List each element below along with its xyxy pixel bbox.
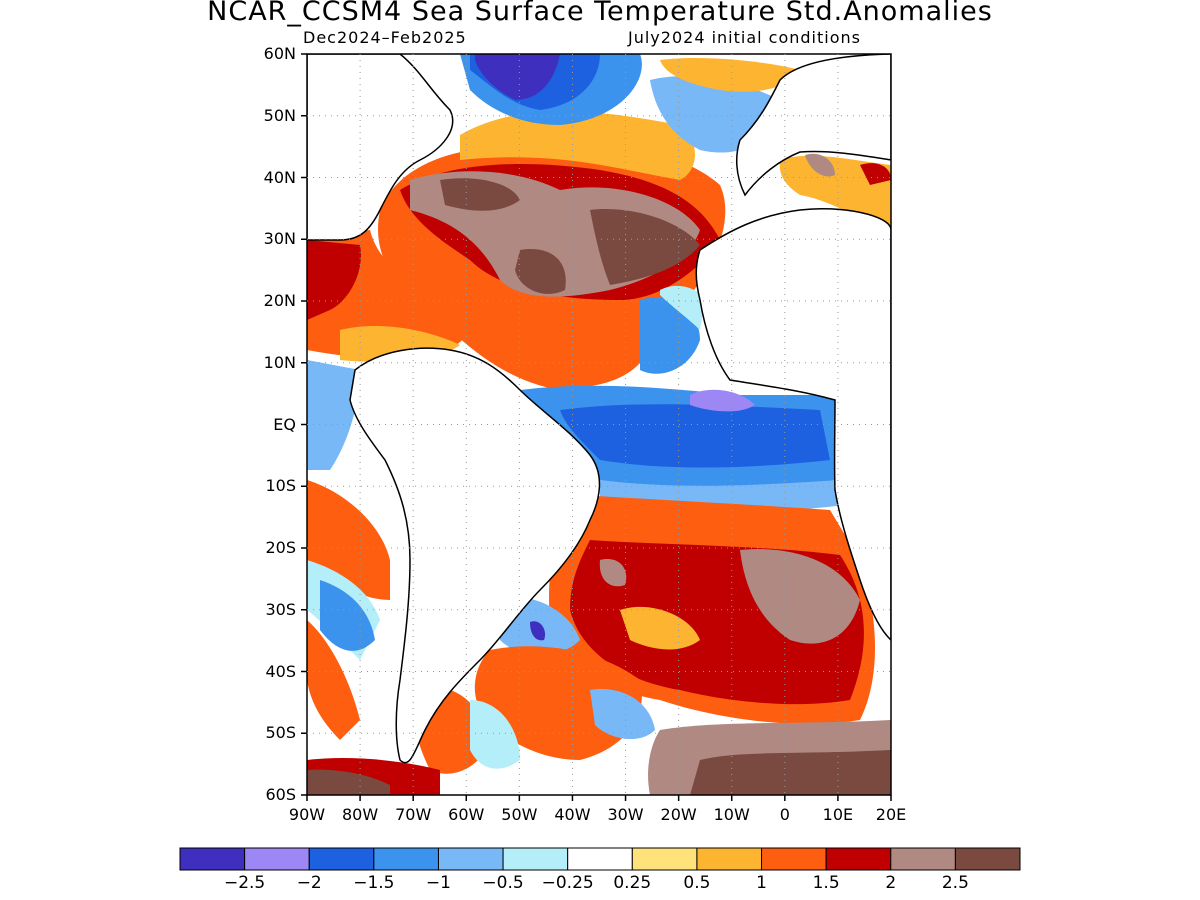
- colorbar-tick-label: −1: [425, 873, 451, 893]
- lon-tick-label: 0: [779, 805, 790, 824]
- lon-tick-label: 30W: [607, 805, 644, 824]
- colorbar-swatch: [437, 847, 504, 871]
- map-gridlines: [307, 54, 891, 795]
- colorbar-tick-label: 0.5: [683, 873, 711, 893]
- south-america-land: [349, 347, 601, 764]
- colorbar-swatch: [825, 847, 892, 871]
- lat-tick-label: 60N: [263, 44, 296, 63]
- lat-tick-label: 20N: [263, 291, 296, 310]
- colorbar-tick-label: 2.5: [941, 873, 969, 893]
- colorbar-tick-label: 2: [885, 873, 897, 893]
- europe-land: [735, 54, 891, 197]
- colorbar-tick-label: −0.5: [482, 873, 524, 893]
- lat-tick-label: 20S: [265, 538, 296, 557]
- colorbar-swatch: [890, 847, 956, 871]
- colorbar: [179, 847, 1021, 871]
- colorbar-swatch: [373, 847, 439, 871]
- lon-tick-label: 40W: [554, 805, 591, 824]
- colorbar-swatch: [567, 847, 633, 871]
- lon-tick-label: 90W: [288, 805, 326, 824]
- lon-tick-label: 70W: [395, 805, 432, 824]
- lat-tick-label: 40S: [265, 661, 296, 681]
- africa-land: [695, 207, 891, 642]
- lat-tick-label: 10N: [263, 352, 296, 372]
- colorbar-tick-label: −2.5: [223, 873, 266, 893]
- axis-ticks: [301, 53, 892, 801]
- colorbar-tick-label: −2: [296, 873, 322, 893]
- colorbar-swatch: [761, 847, 827, 871]
- lat-tick-label: 60S: [265, 785, 296, 804]
- lon-tick-label: 20W: [660, 805, 697, 824]
- chart-title: NCAR_CCSM4 Sea Surface Temperature Std.A…: [207, 0, 993, 27]
- lat-tick-label: EQ: [273, 414, 296, 434]
- lon-tick-label: 80W: [341, 805, 379, 824]
- colorbar-tick-label: 1: [756, 873, 767, 893]
- colorbar-swatch: [308, 847, 375, 871]
- colorbar-swatch: [631, 847, 698, 871]
- colorbar-tick-label: 0.25: [613, 873, 652, 893]
- season-label: Dec2024–Feb2025: [303, 28, 467, 47]
- lat-tick-label: 50N: [263, 105, 296, 125]
- sst-anomaly-field: [307, 54, 891, 795]
- colorbar-swatch: [502, 847, 569, 871]
- colorbar-tick-label: −1.5: [353, 873, 395, 893]
- lon-tick-label: 10W: [713, 805, 750, 824]
- lat-tick-label: 10S: [265, 476, 296, 496]
- colorbar-tick-label: 1.5: [812, 873, 840, 893]
- colorbar-swatch: [696, 847, 763, 871]
- lon-tick-label: 10E: [822, 805, 854, 824]
- lat-tick-label: 50S: [265, 723, 296, 743]
- colorbar-swatch: [244, 847, 310, 871]
- colorbar-swatch: [954, 847, 1021, 871]
- lon-tick-label: 50W: [501, 805, 538, 824]
- lat-tick-label: 30N: [263, 229, 296, 249]
- colorbar-swatch: [179, 847, 246, 871]
- initial-conditions-label: July2024 initial conditions: [628, 28, 861, 47]
- colorbar-tick-label: −0.25: [541, 873, 594, 893]
- lat-tick-label: 40N: [263, 167, 296, 187]
- lat-tick-label: 30S: [265, 599, 296, 619]
- lon-tick-label: 20E: [875, 805, 907, 824]
- lon-tick-label: 60W: [448, 805, 485, 824]
- north-america-land: [307, 54, 454, 241]
